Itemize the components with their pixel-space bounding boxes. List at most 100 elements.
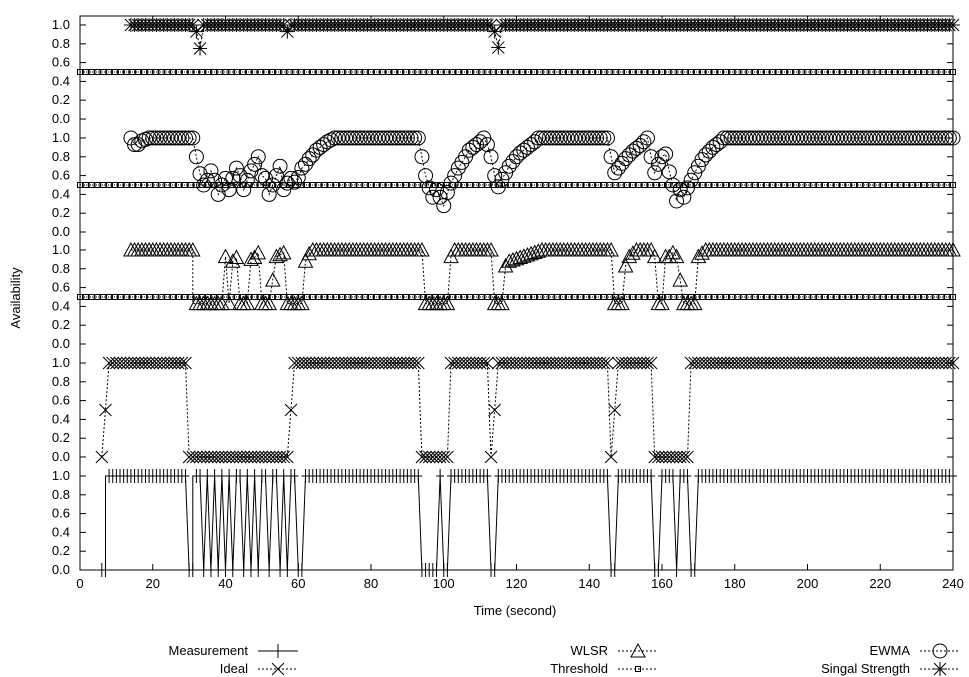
data-point	[333, 182, 340, 188]
data-point	[721, 356, 734, 370]
data-point	[243, 469, 252, 483]
data-point	[181, 182, 188, 188]
data-point	[245, 69, 252, 75]
data-point	[850, 130, 866, 146]
data-point	[135, 182, 142, 188]
y-tick-label: 0.0	[52, 449, 70, 464]
data-point	[706, 356, 720, 370]
data-point	[934, 130, 950, 146]
data-point	[939, 356, 953, 370]
data-point	[821, 130, 837, 146]
data-point	[415, 450, 429, 464]
data-point	[199, 69, 206, 75]
data-point	[763, 69, 770, 75]
data-point	[507, 294, 514, 300]
data-point	[565, 294, 572, 300]
data-point	[139, 356, 152, 370]
data-point	[170, 130, 186, 146]
data-point	[618, 182, 625, 188]
data-point	[903, 294, 910, 300]
data-point	[175, 182, 182, 188]
data-point	[182, 450, 196, 464]
data-point	[255, 450, 269, 464]
data-point	[910, 356, 923, 370]
data-point	[393, 356, 407, 370]
data-point	[625, 245, 641, 260]
data-point	[630, 356, 643, 370]
data-point	[561, 356, 574, 370]
data-point	[496, 182, 503, 188]
data-point	[782, 356, 796, 370]
data-point	[392, 130, 408, 146]
data-point	[903, 182, 910, 188]
data-point	[210, 186, 226, 202]
data-point	[626, 356, 640, 370]
data-point	[344, 69, 351, 75]
series-line	[130, 136, 953, 208]
data-point	[338, 182, 345, 188]
data-point	[449, 294, 456, 300]
data-point	[203, 163, 219, 179]
data-point	[890, 130, 906, 146]
data-point	[617, 257, 634, 273]
data-point	[356, 182, 363, 188]
data-point	[727, 130, 743, 146]
data-point	[288, 356, 301, 370]
legend: Measurement WLSR EWMA Ideal Threshold Singal …	[169, 642, 960, 676]
data-point	[382, 356, 396, 370]
data-point	[950, 69, 956, 75]
axes-layer: 0 20 40 60 80 100 120 140 160 180 200 220 240 0.0 0.2 0…	[52, 15, 964, 591]
data-point	[822, 356, 836, 370]
data-point	[552, 130, 568, 146]
data-point	[211, 450, 225, 464]
x-tick-label: 60	[291, 576, 305, 591]
data-point	[821, 182, 828, 188]
data-point	[248, 450, 261, 464]
data-point	[740, 294, 747, 300]
data-point	[411, 356, 425, 370]
data-point	[624, 182, 631, 188]
data-point	[264, 272, 281, 287]
data-point	[158, 69, 165, 75]
data-point	[664, 294, 671, 300]
data-point	[519, 246, 536, 262]
data-point	[844, 356, 858, 370]
data-point	[530, 130, 546, 146]
data-point	[199, 172, 215, 188]
data-point	[250, 149, 266, 165]
data-point	[286, 69, 293, 75]
data-point	[536, 182, 543, 188]
data-point	[635, 182, 642, 188]
data-point	[679, 180, 695, 196]
data-point	[196, 469, 205, 483]
data-point	[443, 69, 450, 75]
data-point	[781, 182, 788, 188]
data-point	[426, 450, 440, 464]
data-point	[251, 69, 258, 75]
data-point	[362, 182, 369, 188]
data-point	[364, 356, 378, 370]
data-point	[290, 169, 306, 185]
data-point	[317, 356, 331, 370]
data-point	[472, 69, 479, 75]
legend-label: Singal Strength	[821, 661, 910, 676]
data-point	[379, 182, 386, 188]
data-point	[927, 130, 943, 146]
data-point	[912, 130, 928, 146]
data-point	[240, 450, 254, 464]
data-point	[553, 356, 567, 370]
data-point	[284, 403, 298, 417]
data-point	[557, 356, 571, 370]
data-point	[478, 294, 485, 300]
data-point	[221, 563, 230, 577]
data-point	[950, 182, 956, 188]
data-point	[379, 69, 386, 75]
data-point	[862, 356, 876, 370]
x-tick-label: 80	[364, 576, 378, 591]
data-point	[647, 182, 654, 188]
data-point	[170, 69, 177, 75]
data-point	[246, 249, 263, 265]
data-point	[563, 130, 579, 146]
data-point	[129, 182, 136, 188]
data-point	[190, 450, 203, 464]
